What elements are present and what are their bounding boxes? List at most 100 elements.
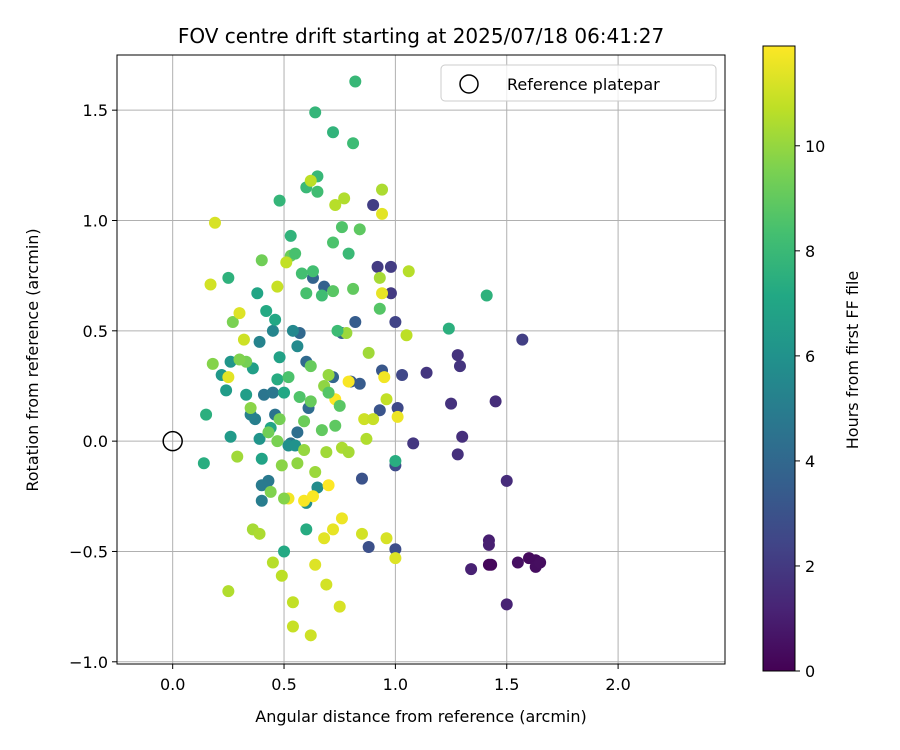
data-point [331,324,344,337]
data-point [376,207,389,220]
data-point [253,527,266,540]
reference-platepar-marker [162,430,183,452]
x-axis-label: Angular distance from reference (arcmin) [255,707,586,726]
y-tick-label: 0.5 [83,322,108,341]
data-point [295,267,308,280]
reference-marker-group [162,430,183,452]
data-point [286,324,299,337]
data-point [327,236,340,249]
data-point [327,523,340,536]
data-point [384,260,397,273]
y-tick-label: −0.5 [69,542,108,561]
data-point [206,357,219,370]
x-tick-label: 0.5 [271,675,296,694]
data-point [315,424,328,437]
data-point [389,315,402,328]
data-point [376,287,389,300]
colorbar-tick-label: 8 [805,242,815,261]
data-point [380,532,393,545]
data-point [271,373,284,386]
data-point [315,289,328,302]
y-tick-label: 1.0 [83,211,108,230]
data-point [384,287,397,300]
y-tick-label: 1.5 [83,101,108,120]
data-point [451,448,464,461]
data-point [275,459,288,472]
data-point [266,556,279,569]
data-point [273,351,286,364]
data-point [244,402,257,415]
data-point [480,289,493,302]
data-point [335,512,348,525]
data-point [222,271,235,284]
data-point [300,287,313,300]
data-point [262,426,275,439]
data-point [500,598,513,611]
data-point [389,552,402,565]
data-point [442,322,455,335]
data-point [349,75,362,88]
data-point [391,410,404,423]
data-point [322,386,335,399]
plot-frame [116,54,726,665]
data-point [329,199,342,212]
data-point [309,466,322,479]
data-point [389,455,402,467]
y-tick-label: −1.0 [69,653,108,672]
data-point [269,313,282,326]
data-point [275,569,288,582]
data-point [534,556,547,569]
data-point [360,432,373,445]
data-point [278,492,291,505]
colorbar-tick-label: 4 [805,452,815,471]
colorbar-label: Hours from first FF file [843,271,862,450]
data-point [298,415,311,428]
data-point [240,388,253,401]
data-point [347,282,360,295]
data-point [266,386,279,399]
data-point [355,527,368,540]
data-point [373,404,386,417]
data-point [260,304,273,317]
data-point [266,324,279,337]
colorbar-tick-label: 6 [805,347,815,366]
data-point [516,333,529,346]
x-tick-label: 1.5 [494,675,519,694]
data-point [271,435,284,448]
data-point [233,307,246,320]
data-point [362,541,375,554]
data-point [226,315,239,328]
legend-box [440,64,717,102]
data-point [485,558,498,571]
data-point [304,629,317,642]
data-point [327,126,340,139]
data-point [293,391,306,404]
data-point [371,260,384,273]
data-point [333,600,346,613]
data-point [456,430,469,443]
data-point [200,408,213,421]
data-point [355,472,368,485]
data-point [376,183,389,196]
data-point [291,340,304,353]
data-point [255,452,268,465]
data-point [407,437,420,450]
data-point [309,106,322,119]
data-point [264,485,277,498]
data-point [253,432,266,445]
y-tick-label: 0.0 [83,432,108,451]
data-point [289,247,302,260]
data-point [286,620,299,633]
data-point [342,375,355,388]
data-point [353,223,366,236]
data-point [349,315,362,328]
colorbar-tick-label: 2 [805,557,815,576]
colorbar-tick-label: 0 [805,662,815,681]
data-point [391,402,404,415]
data-point [284,229,297,242]
colorbar-tick-label: 10 [805,137,825,156]
data-point [329,419,342,432]
data-point [400,329,413,342]
data-point [255,479,268,492]
data-point [333,399,346,412]
